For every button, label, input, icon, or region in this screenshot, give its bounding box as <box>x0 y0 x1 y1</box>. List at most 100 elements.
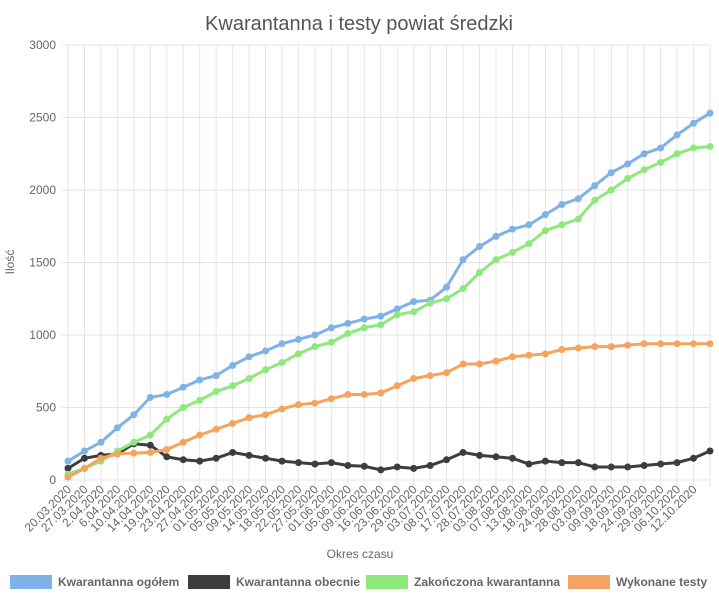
data-point <box>640 462 648 469</box>
y-tick-label: 1000 <box>29 328 56 342</box>
data-point <box>574 195 582 203</box>
x-axis-label: Okres czasu <box>327 547 394 561</box>
data-point <box>508 248 516 256</box>
data-point <box>558 346 566 353</box>
data-point <box>278 359 286 367</box>
data-point <box>657 144 665 152</box>
data-point <box>541 350 549 358</box>
data-point <box>344 462 352 469</box>
data-point <box>294 335 302 343</box>
data-point <box>410 298 418 306</box>
data-point <box>640 150 648 158</box>
data-point <box>393 311 401 319</box>
data-point <box>640 340 648 348</box>
data-point <box>673 459 681 467</box>
data-point <box>624 341 632 349</box>
data-point <box>311 343 319 351</box>
legend-label: Kwarantanna obecnie <box>236 575 360 589</box>
data-point <box>624 174 632 182</box>
data-point <box>673 340 681 348</box>
data-point <box>525 351 533 359</box>
data-point <box>163 415 171 423</box>
data-point <box>245 451 253 459</box>
data-point <box>80 464 88 472</box>
data-point <box>624 463 632 471</box>
data-point <box>163 390 171 398</box>
data-point <box>393 305 401 313</box>
data-point <box>706 340 714 348</box>
data-point <box>294 459 302 467</box>
data-point <box>262 366 270 374</box>
data-point <box>459 448 467 456</box>
data-point <box>541 457 549 465</box>
data-point <box>690 119 698 127</box>
data-point <box>492 357 500 365</box>
data-point <box>344 319 352 327</box>
data-point <box>146 448 154 456</box>
series-line <box>67 145 711 476</box>
data-point <box>706 109 714 117</box>
data-point <box>476 243 484 251</box>
y-tick-label: 3000 <box>29 38 56 52</box>
series-line <box>67 442 711 472</box>
data-point <box>443 456 451 464</box>
data-point <box>311 399 319 407</box>
data-point <box>690 340 698 348</box>
legend-label: Wykonane testy <box>616 575 707 589</box>
data-point <box>607 169 615 177</box>
data-point <box>179 456 187 464</box>
y-axis-label: Ilość <box>3 250 17 275</box>
legend-swatch <box>10 575 52 589</box>
legend-swatch <box>188 575 230 589</box>
data-point <box>607 343 615 351</box>
data-point <box>146 431 154 439</box>
data-point <box>360 462 368 470</box>
data-point <box>706 447 714 455</box>
data-point <box>278 457 286 465</box>
data-point <box>245 353 253 361</box>
data-point <box>508 225 516 233</box>
data-point <box>113 424 121 432</box>
data-point <box>476 451 484 459</box>
data-point <box>97 454 105 462</box>
data-point <box>591 463 599 471</box>
data-point <box>426 462 434 469</box>
data-point <box>179 383 187 391</box>
data-point <box>377 389 385 397</box>
legend-label: Zakończona kwarantanna <box>414 575 560 589</box>
data-point <box>294 401 302 409</box>
y-tick-label: 500 <box>36 401 56 415</box>
data-point <box>377 466 385 474</box>
data-point <box>690 454 698 462</box>
data-point <box>393 382 401 390</box>
data-point <box>607 463 615 471</box>
data-point <box>443 295 451 303</box>
data-point <box>262 454 270 462</box>
series-line <box>67 111 711 463</box>
data-point <box>196 457 204 465</box>
data-point <box>541 211 549 219</box>
data-point <box>657 460 665 468</box>
data-point <box>311 460 319 468</box>
data-point <box>410 464 418 472</box>
data-point <box>360 390 368 398</box>
data-point <box>212 372 220 380</box>
data-point <box>525 460 533 468</box>
data-point <box>97 438 105 446</box>
y-tick-label: 1500 <box>29 256 56 270</box>
data-point <box>640 166 648 174</box>
data-point <box>360 315 368 323</box>
data-point <box>443 283 451 291</box>
data-point <box>196 376 204 384</box>
data-point <box>673 150 681 158</box>
data-point <box>196 396 204 404</box>
data-point <box>377 312 385 320</box>
series-line <box>67 342 710 479</box>
data-point <box>278 405 286 413</box>
legend-swatch <box>366 575 408 589</box>
data-point <box>311 331 319 339</box>
data-point <box>377 321 385 329</box>
data-point <box>262 347 270 355</box>
data-point <box>360 324 368 332</box>
data-point <box>541 227 549 235</box>
